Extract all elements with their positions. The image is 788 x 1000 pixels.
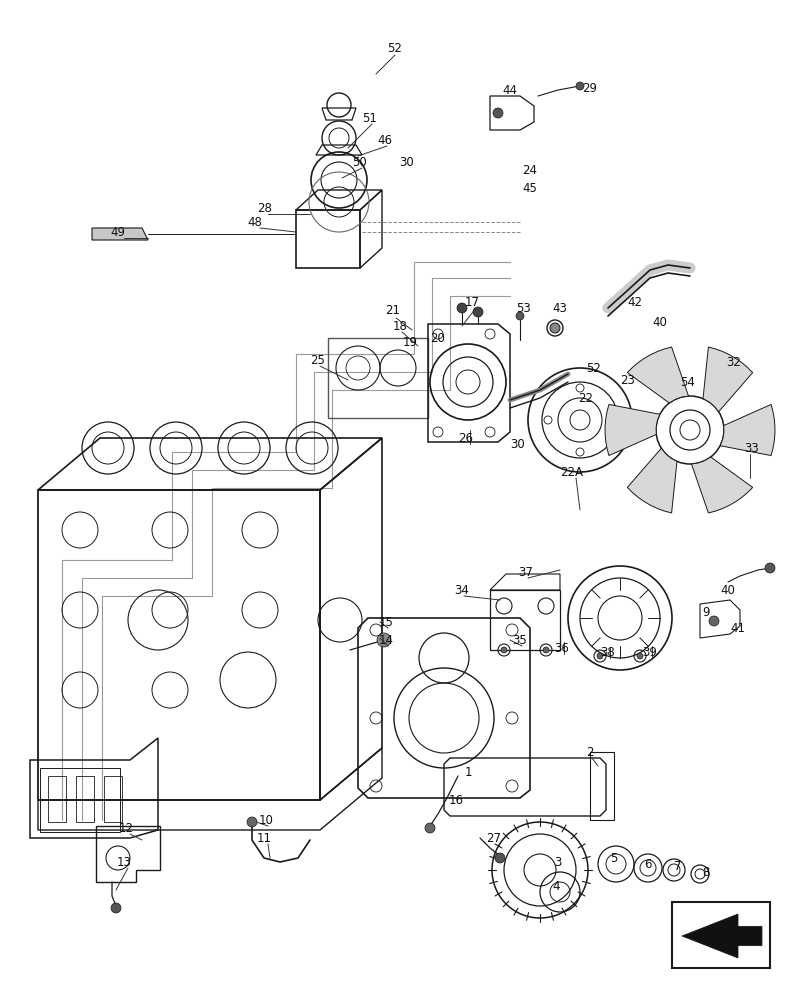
Text: 15: 15 [378, 615, 393, 629]
Text: 38: 38 [600, 646, 615, 658]
Text: 16: 16 [448, 794, 463, 806]
Text: 17: 17 [464, 296, 480, 308]
Text: 51: 51 [362, 111, 377, 124]
Text: 10: 10 [258, 814, 273, 826]
Text: 34: 34 [455, 584, 470, 596]
Text: 26: 26 [459, 432, 474, 444]
Text: 48: 48 [247, 216, 262, 229]
Text: 44: 44 [503, 84, 518, 97]
Text: 2: 2 [586, 746, 593, 758]
Text: 54: 54 [681, 375, 696, 388]
Text: 11: 11 [257, 832, 272, 844]
Polygon shape [627, 448, 677, 513]
Circle shape [543, 647, 549, 653]
Polygon shape [692, 457, 753, 513]
Text: 46: 46 [377, 133, 392, 146]
Circle shape [550, 323, 560, 333]
Polygon shape [92, 228, 148, 240]
Text: 24: 24 [522, 163, 537, 176]
Bar [672, 902, 770, 968]
Text: 33: 33 [745, 442, 760, 454]
Text: 23: 23 [621, 373, 635, 386]
Polygon shape [682, 914, 762, 958]
Circle shape [377, 633, 391, 647]
Bar [76, 776, 94, 822]
Text: 29: 29 [582, 82, 597, 95]
Text: 39: 39 [642, 646, 657, 658]
Polygon shape [605, 404, 660, 456]
Text: 40: 40 [720, 584, 735, 596]
Text: 52: 52 [586, 361, 601, 374]
Circle shape [576, 82, 584, 90]
Text: 50: 50 [352, 155, 367, 168]
Text: 1: 1 [464, 766, 472, 778]
Circle shape [765, 563, 775, 573]
Text: 27: 27 [486, 832, 501, 844]
Text: 30: 30 [511, 438, 526, 450]
Circle shape [495, 853, 505, 863]
Text: 30: 30 [400, 155, 414, 168]
Text: 22: 22 [578, 391, 593, 404]
Text: 52: 52 [388, 41, 403, 54]
Circle shape [637, 653, 643, 659]
Bar [104, 776, 122, 822]
Circle shape [709, 616, 719, 626]
Text: 28: 28 [258, 202, 273, 215]
Polygon shape [627, 347, 689, 403]
Text: 14: 14 [378, 634, 393, 647]
Bar [48, 776, 66, 822]
Text: 32: 32 [727, 356, 742, 368]
Text: 8: 8 [702, 865, 710, 879]
Polygon shape [720, 404, 775, 456]
Text: 7: 7 [675, 859, 682, 872]
Text: 18: 18 [392, 320, 407, 332]
Text: 45: 45 [522, 182, 537, 194]
Text: 20: 20 [430, 332, 445, 344]
Text: 19: 19 [403, 336, 418, 349]
Circle shape [425, 823, 435, 833]
Text: 37: 37 [519, 566, 533, 578]
Text: 35: 35 [513, 634, 527, 647]
Circle shape [493, 108, 503, 118]
Circle shape [247, 817, 257, 827]
Text: 42: 42 [627, 296, 642, 308]
Circle shape [473, 307, 483, 317]
Circle shape [111, 903, 121, 913]
Text: 36: 36 [555, 642, 570, 654]
Text: 9: 9 [702, 605, 710, 618]
Text: 22A: 22A [560, 466, 583, 479]
Text: 41: 41 [730, 621, 745, 635]
Text: 40: 40 [652, 316, 667, 328]
Text: 12: 12 [118, 822, 133, 834]
Text: 4: 4 [552, 880, 559, 892]
Text: 43: 43 [552, 302, 567, 314]
Polygon shape [703, 347, 753, 412]
Text: 49: 49 [110, 226, 125, 238]
Text: 5: 5 [611, 852, 618, 864]
Circle shape [457, 303, 467, 313]
Circle shape [501, 647, 507, 653]
Text: 6: 6 [645, 857, 652, 870]
Text: 21: 21 [385, 304, 400, 316]
Text: 13: 13 [117, 856, 132, 868]
Circle shape [597, 653, 603, 659]
Circle shape [516, 312, 524, 320]
Text: 53: 53 [517, 302, 531, 314]
Text: 25: 25 [310, 354, 325, 366]
Text: 3: 3 [554, 856, 562, 868]
